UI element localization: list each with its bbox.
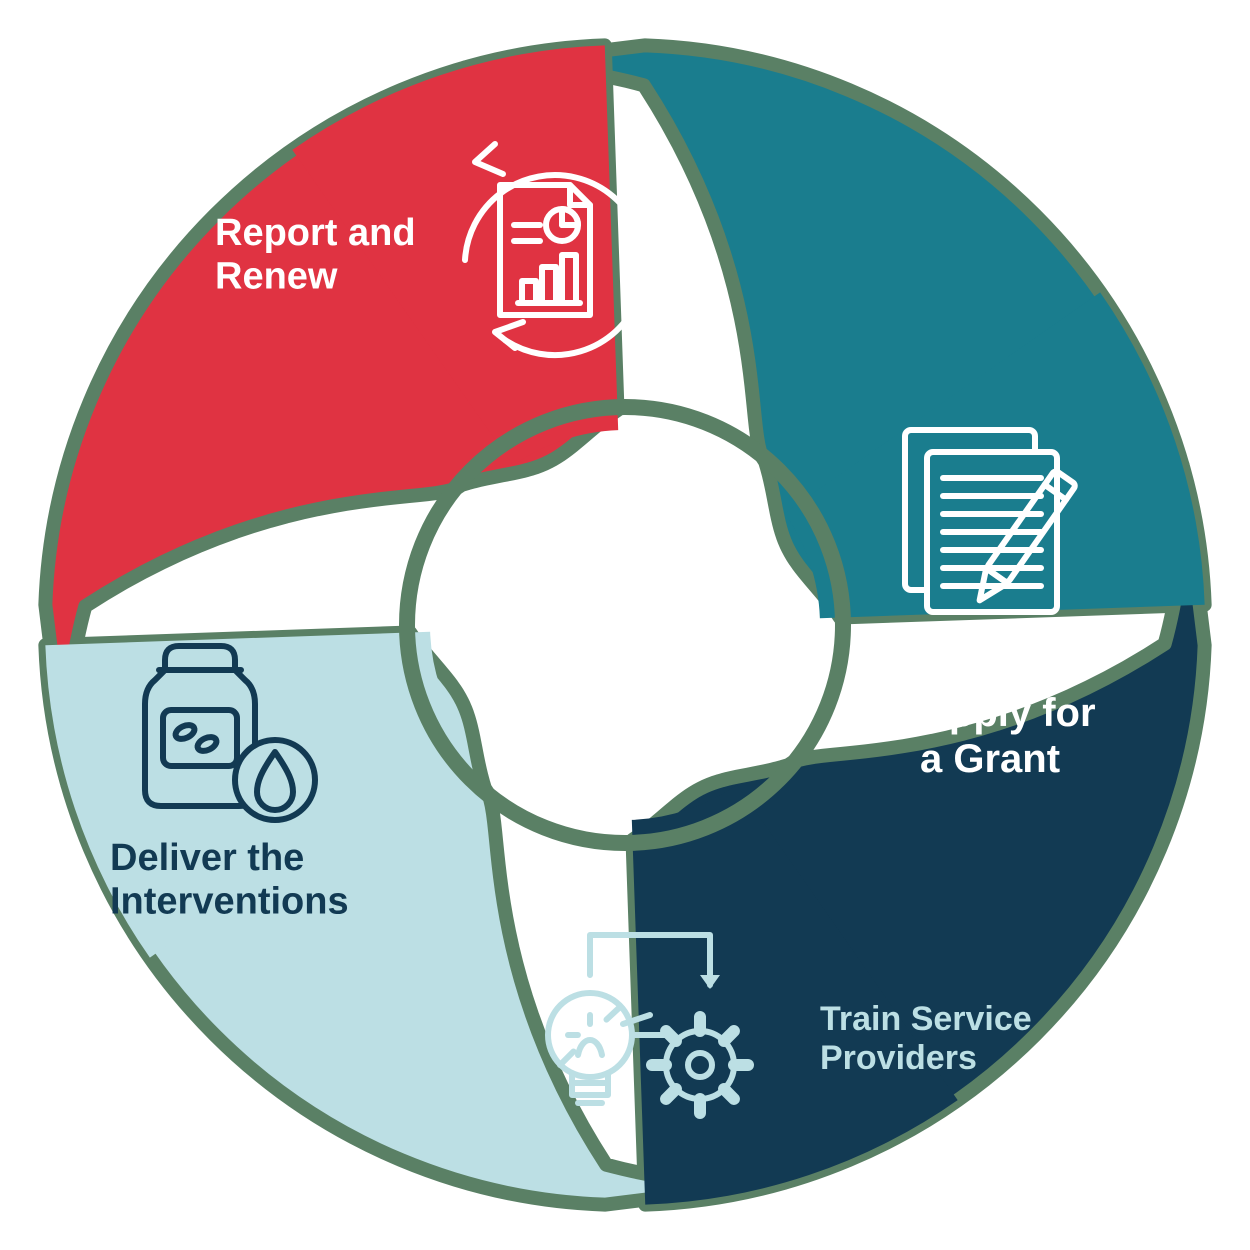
inner-gap-ring: [407, 407, 843, 843]
documents-pencil-icon: [905, 430, 1076, 612]
cycle-diagram: Plan andApply fora GrantTrain ServicePro…: [0, 0, 1250, 1250]
